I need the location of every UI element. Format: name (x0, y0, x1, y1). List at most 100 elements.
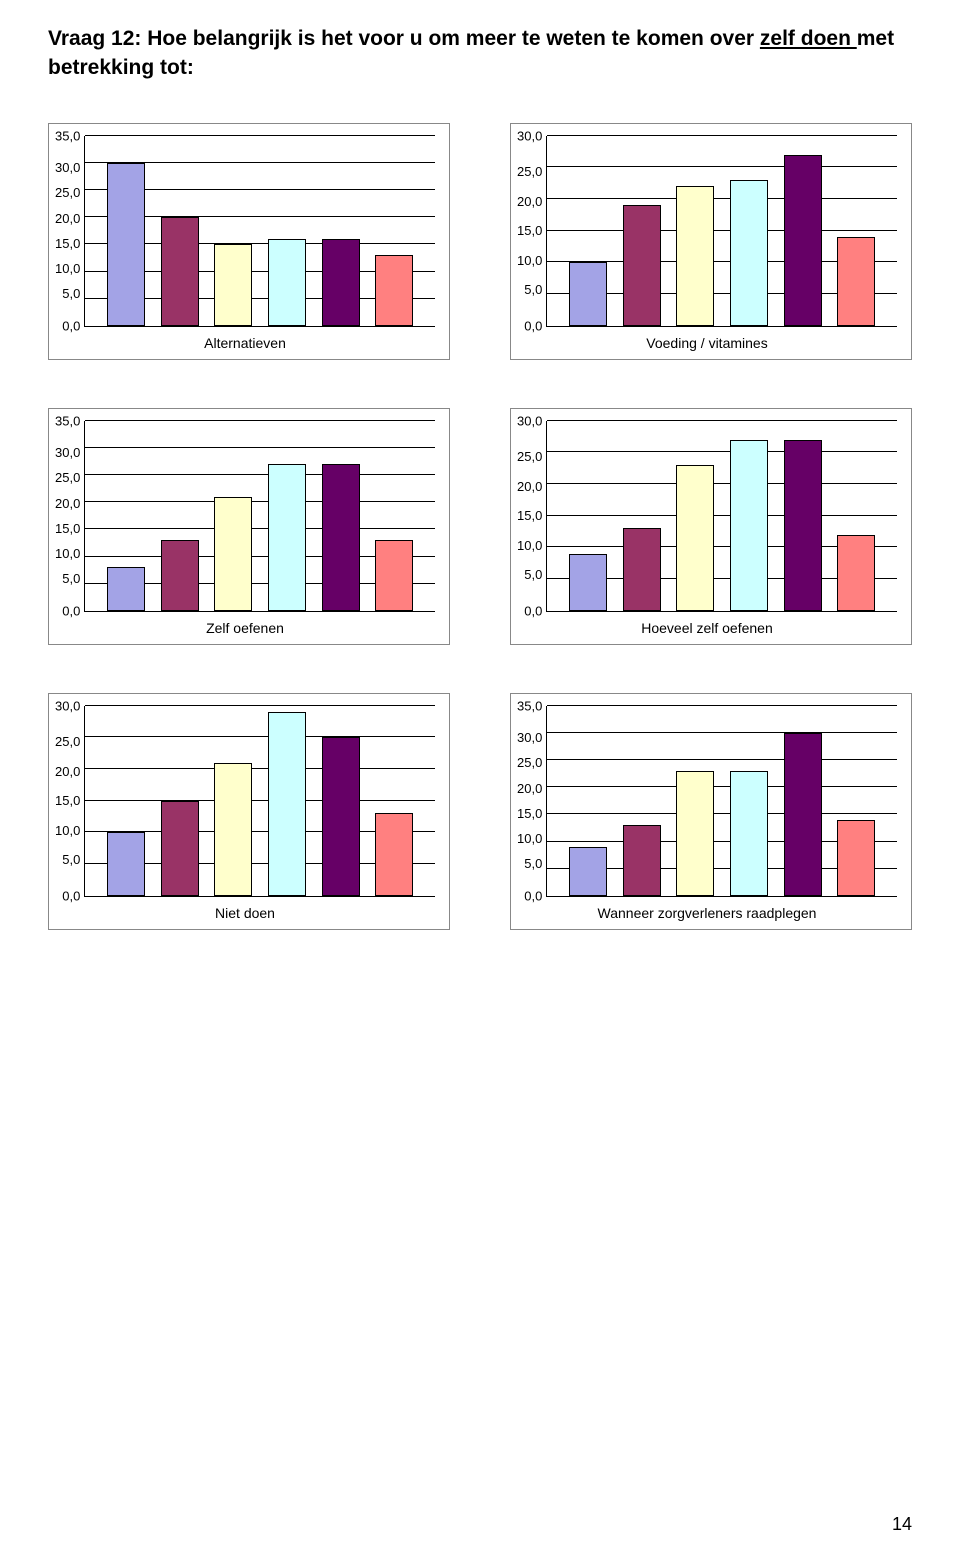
y-tick-label: 5,0 (524, 568, 542, 581)
y-tick-label: 10,0 (517, 832, 542, 845)
y-tick-label: 20,0 (517, 480, 542, 493)
chart-box: 35,0 30,0 25,0 20,0 15,0 10,0 5,0 0,0 Zelf oefen… (48, 408, 450, 645)
y-tick-label: 20,0 (55, 497, 80, 510)
y-tick-label: 10,0 (55, 262, 80, 275)
y-tick-label: 20,0 (517, 782, 542, 795)
chart-label: Voeding / vitamines (517, 335, 897, 351)
chart-frame: 30,025,020,015,010,05,00,0Voeding / vita… (510, 123, 912, 360)
chart-frame: 30,0 25,0 20,0 15,0 10,0 5,0 0,0 Niet doen (48, 693, 450, 930)
y-tick-label: 35,0 (55, 414, 80, 427)
chart-label: Zelf oefenen (55, 620, 435, 636)
y-tick-label: 10,0 (55, 547, 80, 560)
bar (730, 440, 768, 611)
chart-frame: 35,030,025,020,015,010,05,00,0Wanneer zo… (510, 693, 912, 930)
bar (268, 464, 306, 611)
title-after: : (187, 56, 194, 79)
chart-label: Niet doen (55, 905, 435, 921)
chart-plot (84, 136, 435, 327)
bar (676, 186, 714, 325)
y-tick-label: 0,0 (524, 889, 542, 902)
bar (107, 567, 145, 610)
y-tick-label: 0,0 (524, 319, 542, 332)
y-tick-label: 25,0 (517, 450, 542, 463)
bar (730, 771, 768, 896)
y-tick-label: 0,0 (62, 889, 80, 902)
y-tick-label: 10,0 (517, 539, 542, 552)
chart-box: 30,0 25,0 20,0 15,0 10,0 5,0 0,0 Hoeveel zelf o… (510, 408, 912, 645)
bars-container (85, 136, 435, 326)
bar (569, 847, 607, 896)
bars-container (547, 136, 897, 326)
chart-plot (546, 136, 897, 327)
bars-container (547, 706, 897, 896)
y-tick-label: 25,0 (517, 756, 542, 769)
y-tick-label: 15,0 (517, 509, 542, 522)
y-tick-label: 10,0 (517, 254, 542, 267)
bar (623, 528, 661, 610)
y-tick-label: 30,0 (55, 161, 80, 174)
y-tick-label: 35,0 (55, 129, 80, 142)
y-tick-label: 5,0 (524, 283, 542, 296)
bar (569, 262, 607, 325)
bar (375, 255, 413, 326)
y-tick-label: 15,0 (55, 522, 80, 535)
chart-frame: 30,0 25,0 20,0 15,0 10,0 5,0 0,0 Hoeveel zelf o… (510, 408, 912, 645)
y-tick-label: 30,0 (517, 129, 542, 142)
bars-container (85, 421, 435, 611)
y-tick-label: 10,0 (55, 824, 80, 837)
bars-container (547, 421, 897, 611)
chart-frame: 35,030,025,020,015,010,05,00,0Alternatie… (48, 123, 450, 360)
bar (322, 239, 360, 326)
bar (161, 217, 199, 326)
bar (268, 239, 306, 326)
y-tick-label: 25,0 (55, 186, 80, 199)
y-tick-label: 30,0 (517, 414, 542, 427)
bar (784, 440, 822, 611)
chart-box: 30,025,020,015,010,05,00,0Voeding / vita… (510, 123, 912, 360)
chart-box: 30,0 25,0 20,0 15,0 10,0 5,0 0,0 Niet doen (48, 693, 450, 930)
y-tick-label: 5,0 (62, 572, 80, 585)
chart-plot (546, 421, 897, 612)
chart-label: Wanneer zorgverleners raadplegen (517, 905, 897, 921)
bar (214, 763, 252, 896)
chart-label: Hoeveel zelf oefenen (517, 620, 897, 636)
y-tick-label: 0,0 (524, 604, 542, 617)
chart-box: 35,030,025,020,015,010,05,00,0Alternatie… (48, 123, 450, 360)
bar (837, 237, 875, 326)
y-tick-label: 25,0 (55, 471, 80, 484)
chart-label: Alternatieven (55, 335, 435, 351)
chart-box: 35,030,025,020,015,010,05,00,0Wanneer zo… (510, 693, 912, 930)
bar (375, 540, 413, 611)
bar (322, 464, 360, 611)
chart-frame: 35,0 30,0 25,0 20,0 15,0 10,0 5,0 0,0 Zelf oefen… (48, 408, 450, 645)
page-title: Vraag 12: Hoe belangrijk is het voor u o… (48, 24, 912, 83)
y-tick-label: 30,0 (517, 731, 542, 744)
bar (161, 540, 199, 611)
title-prefix: Vraag 12: Hoe belangrijk is het voor u o… (48, 27, 760, 50)
y-tick-label: 0,0 (62, 319, 80, 332)
y-tick-label: 20,0 (55, 765, 80, 778)
y-tick-label: 0,0 (62, 604, 80, 617)
bar (730, 180, 768, 326)
y-tick-label: 15,0 (517, 224, 542, 237)
y-tick-label: 20,0 (55, 212, 80, 225)
y-tick-label: 5,0 (62, 853, 80, 866)
bar (375, 813, 413, 895)
bar (837, 820, 875, 896)
bar (676, 465, 714, 611)
y-tick-label: 5,0 (524, 857, 542, 870)
charts-grid: 35,0 30,0 25,0 20,0 15,0 10,0 5,0 0,0 Alternatie… (48, 123, 912, 930)
y-tick-label: 15,0 (55, 237, 80, 250)
y-tick-label: 25,0 (55, 735, 80, 748)
y-tick-label: 30,0 (55, 446, 80, 459)
bar (784, 733, 822, 896)
bar (107, 163, 145, 326)
page-number: 14 (892, 1514, 912, 1535)
y-tick-label: 15,0 (55, 794, 80, 807)
chart-plot (546, 706, 897, 897)
chart-plot (84, 421, 435, 612)
y-tick-label: 25,0 (517, 165, 542, 178)
y-tick-label: 30,0 (55, 699, 80, 712)
bar (107, 832, 145, 895)
bar (214, 497, 252, 611)
